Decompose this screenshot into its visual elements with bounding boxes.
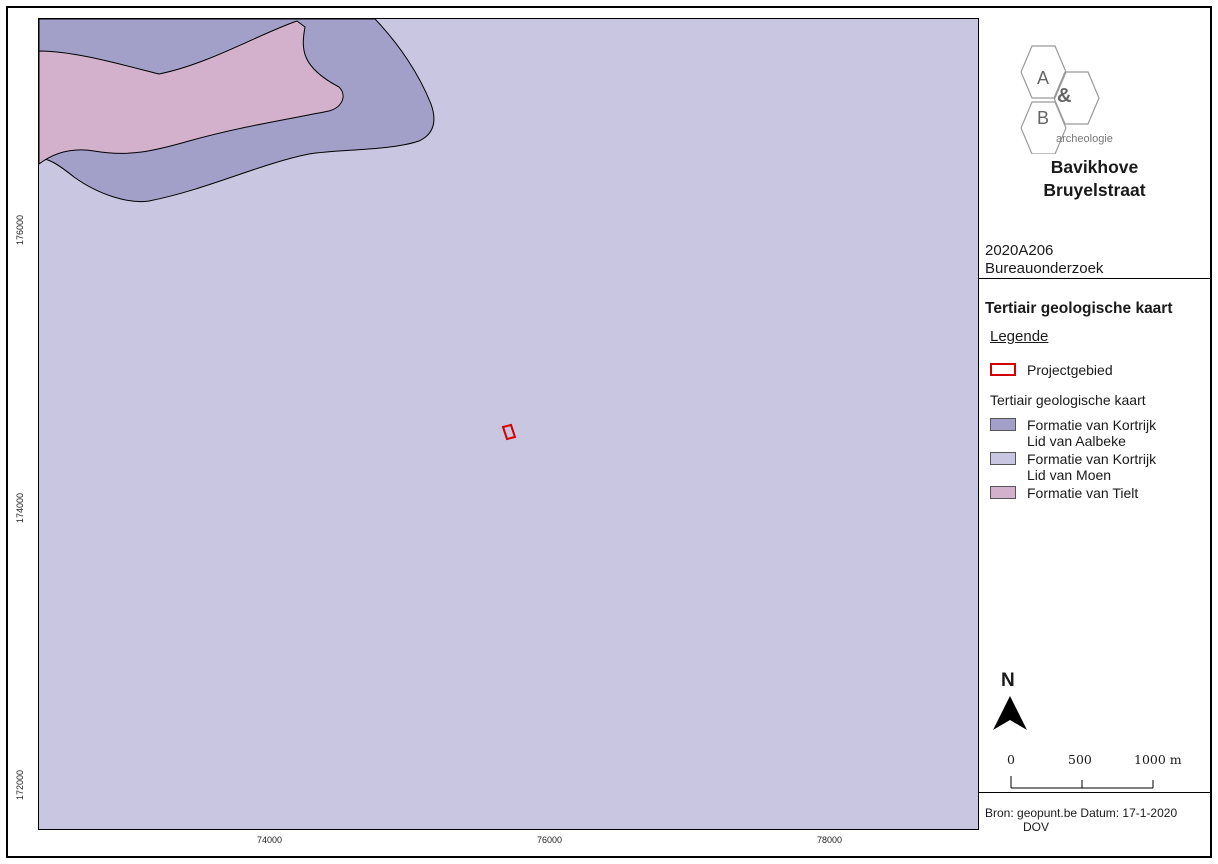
project-area-swatch: [990, 363, 1016, 376]
project-area[interactable]: [501, 423, 517, 441]
scale-bar: 0 500 1000 m: [979, 752, 1210, 802]
zone-tielt[interactable]: [39, 20, 344, 165]
legend-heading: Legende: [990, 328, 1049, 345]
legend-label-aalbeke: Formatie van Kortrijk Lid van Aalbeke: [1027, 417, 1156, 449]
logo-ampersand: &: [1057, 85, 1071, 107]
scale-bar-graphic: [1010, 776, 1154, 789]
map-sidebar: A & B archeologie Bavikhove Bruyelstraat…: [979, 18, 1210, 856]
legend-aalbeke-line1: Formatie van Kortrijk: [1027, 417, 1157, 433]
project-code: 2020A206: [985, 242, 1054, 259]
map-title: Tertiair geologische kaart: [985, 300, 1173, 317]
moen-swatch: [990, 452, 1016, 465]
scale-label-500: 500: [1068, 752, 1092, 767]
tielt-swatch: [990, 486, 1016, 499]
legend-label-moen: Formatie van Kortrijk Lid van Moen: [1027, 451, 1156, 483]
site-title: Bavikhove Bruyelstraat: [979, 156, 1210, 202]
legend-group-title: Tertiair geologische kaart: [990, 392, 1146, 408]
site-title-line1: Bavikhove: [1050, 157, 1139, 177]
legend-label-projectgebied: Projectgebied: [1027, 362, 1113, 378]
north-letter: N: [1001, 670, 1015, 691]
y-tick-172000: 172000: [15, 769, 26, 801]
source-info: Bron: geopunt.be Datum: 17-1-2020 DOV: [985, 806, 1177, 834]
section-divider: [979, 278, 1210, 279]
y-tick-176000: 176000: [15, 214, 26, 246]
legend-label-tielt: Formatie van Tielt: [1027, 485, 1139, 501]
ab-archeologie-logo: A & B archeologie: [1020, 45, 1113, 154]
legend-moen-line1: Formatie van Kortrijk: [1027, 451, 1157, 467]
x-tick-76000: 76000: [537, 835, 563, 845]
north-arrow-icon: [993, 696, 1027, 730]
logo-letter-a: A: [1037, 68, 1049, 88]
x-tick-74000: 74000: [257, 835, 283, 845]
source-line2: DOV: [1023, 820, 1050, 834]
source-line1: Bron: geopunt.be Datum: 17-1-2020: [985, 806, 1178, 820]
map-frame: [6, 6, 1212, 858]
site-title-line2: Bruyelstraat: [1043, 180, 1146, 200]
aalbeke-swatch: [990, 418, 1016, 431]
logo-word: archeologie: [1056, 133, 1113, 145]
logo-letter-b: B: [1037, 108, 1049, 128]
geology-map[interactable]: [39, 19, 978, 829]
scale-label-0: 0: [1007, 752, 1015, 767]
legend-aalbeke-line2: Lid van Aalbeke: [1027, 433, 1126, 449]
project-kind: Bureauonderzoek: [985, 260, 1104, 277]
map-panel[interactable]: [38, 18, 979, 830]
source-divider: [979, 792, 1210, 793]
scale-label-1000: 1000 m: [1134, 752, 1182, 767]
x-tick-78000: 78000: [817, 835, 843, 845]
y-tick-174000: 174000: [15, 492, 26, 524]
legend-moen-line2: Lid van Moen: [1027, 467, 1112, 483]
